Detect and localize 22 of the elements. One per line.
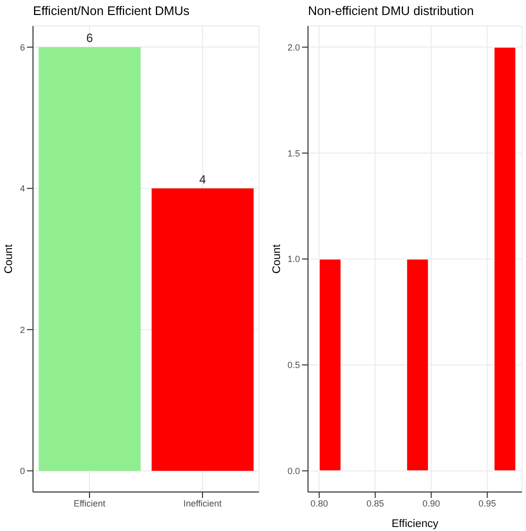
y-axis-title: Count — [270, 244, 283, 274]
y-tick-label: 1.5 — [287, 148, 300, 158]
y-axis-title: Count — [2, 244, 15, 274]
y-tick-label: 1.0 — [287, 254, 300, 264]
x-tick-label: 0.80 — [310, 498, 328, 508]
y-tick-label: 2 — [20, 324, 25, 335]
chart-title: Efficient/Non Efficient DMUs — [32, 3, 191, 20]
data-label: 4 — [199, 172, 206, 186]
data-label: 6 — [86, 31, 94, 46]
x-tick-label: Efficient — [74, 498, 106, 508]
y-tick-label: 0.5 — [287, 360, 300, 370]
y-tick-label: 0.0 — [287, 466, 300, 476]
x-tick-label: 0.90 — [422, 498, 440, 508]
x-axis-title: Efficiency — [392, 518, 439, 530]
y-tick-label: 0 — [20, 466, 25, 476]
x-tick-label: Inefficient — [183, 498, 222, 508]
x-tick-label: 0.95 — [478, 498, 496, 508]
y-tick-label: 6 — [20, 42, 25, 52]
y-tick-label: 4 — [20, 184, 25, 194]
chart-title: Non-efficient DMU distribution — [307, 3, 475, 20]
x-tick-label: 0.85 — [366, 498, 384, 508]
y-tick-label: 2.0 — [287, 42, 300, 52]
